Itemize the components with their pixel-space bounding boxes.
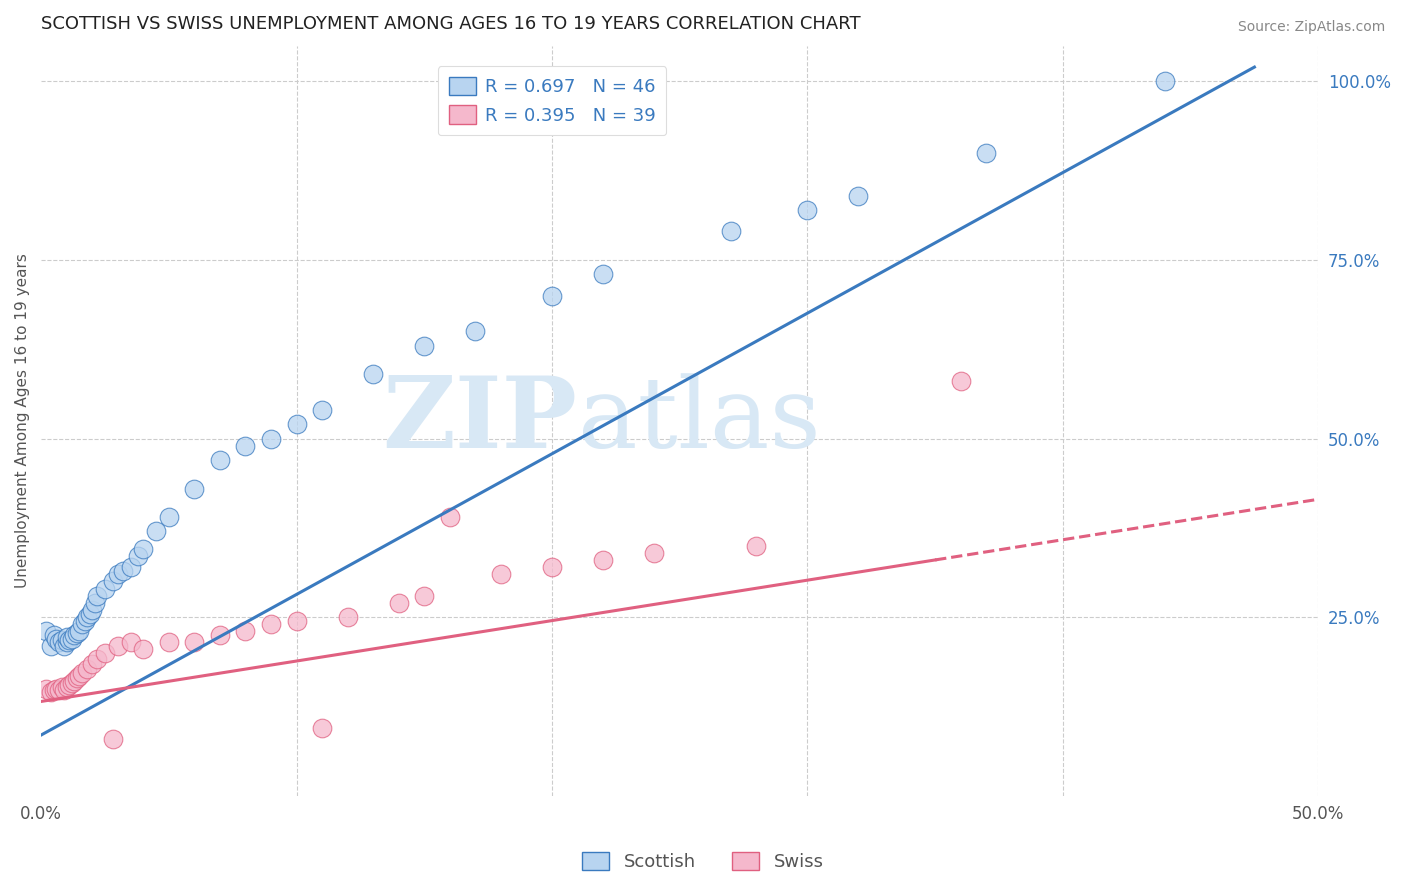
- Point: [974, 145, 997, 160]
- Point: [67, 669, 90, 683]
- Text: SCOTTISH VS SWISS UNEMPLOYMENT AMONG AGES 16 TO 19 YEARS CORRELATION CHART: SCOTTISH VS SWISS UNEMPLOYMENT AMONG AGE…: [41, 15, 860, 33]
- Point: [42, 628, 65, 642]
- Legend: R = 0.697   N = 46, R = 0.395   N = 39: R = 0.697 N = 46, R = 0.395 N = 39: [437, 66, 666, 136]
- Point: [107, 567, 129, 582]
- Point: [82, 603, 104, 617]
- Point: [67, 624, 90, 639]
- Point: [183, 635, 205, 649]
- Point: [86, 589, 108, 603]
- Point: [235, 624, 257, 639]
- Point: [51, 680, 73, 694]
- Point: [51, 633, 73, 648]
- Point: [35, 681, 58, 696]
- Point: [157, 510, 180, 524]
- Point: [66, 671, 89, 685]
- Point: [796, 202, 818, 217]
- Point: [82, 657, 104, 671]
- Point: [336, 610, 359, 624]
- Point: [70, 665, 93, 680]
- Point: [53, 683, 76, 698]
- Point: [55, 635, 77, 649]
- Point: [489, 567, 512, 582]
- Point: [592, 553, 614, 567]
- Point: [120, 635, 142, 649]
- Point: [145, 524, 167, 539]
- Point: [157, 635, 180, 649]
- Point: [101, 574, 124, 589]
- Point: [63, 674, 86, 689]
- Point: [76, 610, 98, 624]
- Point: [120, 560, 142, 574]
- Point: [235, 439, 257, 453]
- Point: [361, 368, 384, 382]
- Point: [55, 630, 77, 644]
- Point: [541, 560, 564, 574]
- Point: [73, 614, 96, 628]
- Point: [720, 224, 742, 238]
- Point: [45, 681, 67, 696]
- Point: [285, 417, 308, 432]
- Point: [58, 633, 80, 648]
- Point: [63, 628, 86, 642]
- Point: [41, 685, 63, 699]
- Y-axis label: Unemployment Among Ages 16 to 19 years: Unemployment Among Ages 16 to 19 years: [15, 253, 30, 588]
- Text: ZIP: ZIP: [382, 372, 578, 469]
- Point: [41, 639, 63, 653]
- Text: atlas: atlas: [578, 373, 820, 468]
- Point: [60, 676, 83, 690]
- Point: [1154, 74, 1177, 88]
- Point: [127, 549, 149, 564]
- Point: [79, 607, 101, 621]
- Point: [55, 680, 77, 694]
- Legend: Scottish, Swiss: Scottish, Swiss: [575, 845, 831, 879]
- Point: [260, 617, 283, 632]
- Point: [413, 339, 436, 353]
- Text: Source: ZipAtlas.com: Source: ZipAtlas.com: [1237, 20, 1385, 34]
- Point: [107, 639, 129, 653]
- Point: [132, 542, 155, 557]
- Point: [643, 546, 665, 560]
- Point: [311, 721, 333, 735]
- Point: [48, 683, 70, 698]
- Point: [66, 626, 89, 640]
- Point: [132, 642, 155, 657]
- Point: [183, 482, 205, 496]
- Point: [413, 589, 436, 603]
- Point: [83, 596, 105, 610]
- Point: [208, 628, 231, 642]
- Point: [592, 267, 614, 281]
- Point: [42, 683, 65, 698]
- Point: [94, 646, 117, 660]
- Point: [208, 453, 231, 467]
- Point: [848, 188, 870, 202]
- Point: [439, 510, 461, 524]
- Point: [388, 596, 411, 610]
- Point: [311, 403, 333, 417]
- Point: [86, 651, 108, 665]
- Point: [48, 635, 70, 649]
- Point: [111, 564, 134, 578]
- Point: [949, 375, 972, 389]
- Point: [94, 582, 117, 596]
- Point: [260, 432, 283, 446]
- Point: [76, 662, 98, 676]
- Point: [285, 614, 308, 628]
- Point: [45, 632, 67, 646]
- Point: [58, 678, 80, 692]
- Point: [745, 539, 768, 553]
- Point: [53, 639, 76, 653]
- Point: [101, 731, 124, 746]
- Point: [35, 624, 58, 639]
- Point: [464, 325, 486, 339]
- Point: [541, 288, 564, 302]
- Point: [60, 632, 83, 646]
- Point: [70, 617, 93, 632]
